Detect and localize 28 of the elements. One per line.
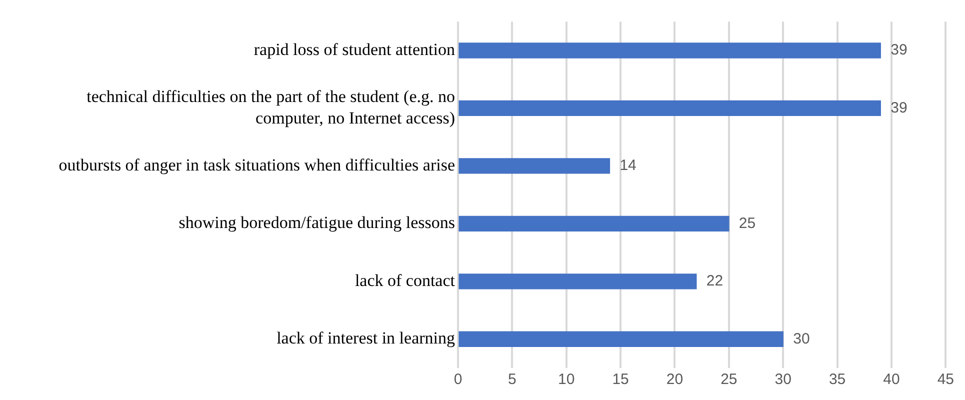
y-tick-label: lack of interest in learning	[276, 328, 456, 348]
bar	[458, 216, 730, 232]
bar	[458, 42, 881, 58]
data-label: 14	[620, 157, 636, 174]
data-label: 39	[890, 42, 908, 59]
x-tick-label: 25	[720, 371, 738, 388]
x-tick-label: 20	[666, 371, 684, 388]
x-tick-label: 30	[774, 371, 792, 388]
x-tick-label: 45	[937, 371, 954, 388]
bar	[458, 331, 784, 347]
y-tick-label: showing boredom/fatigue during lessons	[178, 213, 455, 232]
data-label: 25	[738, 214, 756, 232]
data-label: 22	[706, 272, 724, 290]
x-tick-label: 0	[454, 371, 462, 388]
data-label: 39	[890, 99, 908, 116]
x-tick-label: 35	[828, 371, 846, 388]
x-tick-label: 15	[612, 371, 629, 388]
bar	[458, 274, 697, 290]
data-label: 30	[793, 330, 810, 348]
y-tick-label: lack of contact	[354, 270, 456, 290]
x-tick-label: 5	[508, 371, 516, 388]
x-tick-label: 40	[883, 371, 900, 388]
y-tick-label: rapid loss of student attention	[254, 40, 456, 59]
y-tick-label: technical difficulties on the part of the student (e.g. no computer, no Internet access)	[86, 87, 455, 128]
bar	[458, 158, 610, 174]
bar	[458, 100, 881, 116]
y-tick-label: outbursts of anger in task situations when difficulties arise	[58, 155, 455, 174]
x-tick-label: 10	[558, 371, 575, 388]
